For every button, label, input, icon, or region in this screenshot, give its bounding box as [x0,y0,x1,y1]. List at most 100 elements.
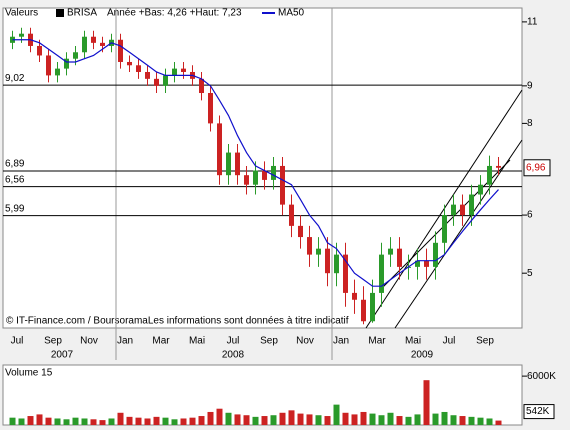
legend-range: Année +Bas: 4,26 +Haut: 7,23 [107,8,242,19]
candle-body [343,254,348,293]
x-tick-label: Mai [405,336,421,347]
last-box [523,159,551,177]
level-label: 5,99 [5,203,25,214]
candle-body [73,52,78,59]
candle-body [19,33,24,37]
candle-body [244,175,249,185]
x-tick-label: Jul [11,336,24,347]
y-tick-label: 11 [527,17,538,28]
y-tick-label: 8 [527,118,533,129]
ma-line [12,39,499,287]
volume-bar [180,418,187,425]
volume-last-label: 542K [526,406,550,417]
volume-bar [27,416,34,425]
volume-bar [189,417,196,425]
candle-body [307,237,312,255]
volume-bar [270,415,277,425]
x-tick-label: Nov [296,336,314,347]
candle-body [181,68,186,72]
x-tick-label: Sep [44,336,62,347]
candle-body [208,93,213,124]
volume-bar [324,416,331,425]
candle-body [46,55,51,76]
volume-bar [36,414,43,425]
candle-body [100,42,105,46]
y-tick-label: 6 [527,210,533,221]
y-tick-label: 5 [527,268,533,279]
x-tick-label: Jan [333,336,349,347]
candle-body [361,299,366,322]
candle-body [289,204,294,226]
candle-body [442,215,447,243]
last-label: 6,96 [526,162,546,173]
candle-body [298,225,303,238]
volume-bar [468,416,475,425]
volume-bar [477,417,484,425]
x-tick-label: Jan [117,336,133,347]
volume-bar [351,414,358,425]
x-tick-label: Mar [152,336,170,347]
candle-body [460,204,465,216]
candle-body [262,170,267,180]
x-tick-label: Mai [189,336,205,347]
volume-bar [117,412,124,425]
volume-bar [333,404,340,425]
volume-bar [486,418,493,425]
candle-body [271,165,276,180]
candle-body [478,184,483,195]
candle-body [433,242,438,267]
candle-body [397,248,402,267]
volume-bar [207,411,214,425]
volume-bar [63,419,70,425]
candle-body [352,292,357,300]
candle-body [316,248,321,255]
level-label: 6,89 [5,159,25,170]
candle-body [334,254,339,274]
volume-bar [252,416,259,425]
candle-body [217,123,222,176]
volume-bar [162,417,169,425]
volume-bar [126,416,133,425]
volume-bar [315,415,322,425]
candle-body [199,78,204,94]
candle-body [136,65,141,72]
volume-bar [396,416,403,425]
volume-bar [450,415,457,425]
volume-bar [18,418,25,425]
candle-body [172,68,177,76]
y-tick-label: 9 [527,80,533,91]
volume-title: Volume 15 [5,368,53,379]
candle-body [55,68,60,76]
volume-bar [72,417,79,425]
volume-bar [279,412,286,425]
volume-bar [297,413,304,425]
candle-body [253,170,258,185]
candle-body [451,204,456,216]
volume-bar [171,419,178,425]
volume-bar [261,416,268,425]
volume-bar [495,420,502,425]
candle-body [145,71,150,79]
candle-body [325,248,330,274]
candle-body [226,152,231,176]
level-label: 6,56 [5,174,25,185]
year-label: 2009 [411,350,434,361]
volume-bar [369,413,376,425]
candle-body [487,165,492,185]
x-tick-label: Mar [368,336,386,347]
volume-bar [405,416,412,425]
plot-frame [2,7,523,329]
volume-bar [342,412,349,425]
volume-tick-label: 6000K [527,371,556,382]
volume-bar [378,415,385,425]
candle-body [235,152,240,176]
volume-bar [135,417,142,425]
candle-body [496,165,501,168]
candle-body [37,45,42,56]
x-tick-label: Jul [227,336,240,347]
x-tick-label: Jul [443,336,456,347]
candle-body [424,260,429,267]
x-tick-label: Nov [80,336,98,347]
level-label: 9,02 [5,73,25,84]
candle-body [379,254,384,293]
